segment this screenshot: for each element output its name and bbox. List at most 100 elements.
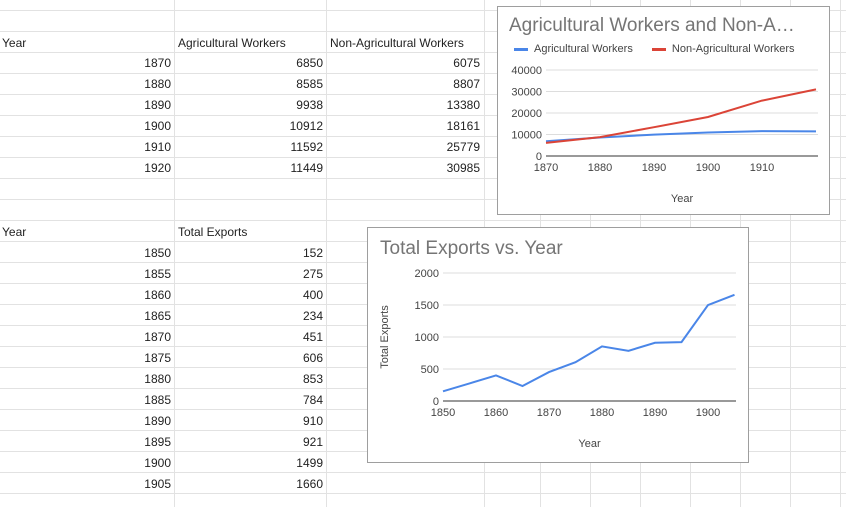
y-tick-label: 0 bbox=[433, 396, 439, 408]
table-cell[interactable]: 910 bbox=[302, 414, 323, 428]
header-year[interactable]: Year bbox=[2, 36, 27, 50]
y-tick-label: 30000 bbox=[511, 87, 542, 99]
table-cell[interactable]: 1900 bbox=[144, 456, 171, 470]
table-cell[interactable]: 9938 bbox=[296, 98, 323, 112]
table-cell[interactable]: 25779 bbox=[446, 140, 480, 154]
table-cell[interactable]: 451 bbox=[302, 330, 323, 344]
data-point[interactable] bbox=[651, 132, 657, 138]
table-cell[interactable]: 1660 bbox=[296, 477, 323, 491]
chart-exports[interactable]: Total Exports vs. Year 0 500 1000 1500 2000 1… bbox=[367, 227, 749, 463]
table-cell[interactable]: 10912 bbox=[289, 119, 323, 133]
data-point[interactable] bbox=[652, 340, 658, 346]
table-cell[interactable]: 18161 bbox=[446, 119, 480, 133]
series-line[interactable] bbox=[545, 88, 817, 144]
data-point[interactable] bbox=[599, 343, 605, 349]
data-point[interactable] bbox=[759, 98, 765, 104]
x-tick-label: 1910 bbox=[750, 162, 774, 174]
legend-label: Agricultural Workers bbox=[534, 43, 633, 55]
x-tick-label: 1870 bbox=[534, 162, 558, 174]
y-tick-label: 500 bbox=[421, 364, 439, 376]
table-cell[interactable]: 6075 bbox=[453, 56, 480, 70]
table-cell[interactable]: 1920 bbox=[144, 161, 171, 175]
y-tick-label: 10000 bbox=[511, 130, 542, 142]
table-cell[interactable]: 1880 bbox=[144, 372, 171, 386]
x-tick-label: 1870 bbox=[537, 407, 561, 419]
data-point[interactable] bbox=[651, 124, 657, 130]
table-cell[interactable]: 1890 bbox=[144, 414, 171, 428]
legend-swatch bbox=[651, 47, 666, 51]
x-tick-label: 1880 bbox=[588, 162, 612, 174]
table-cell[interactable]: 13380 bbox=[446, 98, 480, 112]
data-point[interactable] bbox=[546, 369, 552, 375]
header-year[interactable]: Year bbox=[2, 225, 27, 239]
chart-title: Agricultural Workers and Non-A… bbox=[509, 15, 795, 36]
series-line[interactable] bbox=[442, 293, 735, 393]
data-point[interactable] bbox=[732, 292, 738, 298]
data-point[interactable] bbox=[493, 372, 499, 378]
table-cell[interactable]: 1860 bbox=[144, 288, 171, 302]
y-tick-label: 1000 bbox=[415, 332, 439, 344]
x-tick-label: 1890 bbox=[642, 162, 666, 174]
y-tick-label: 20000 bbox=[511, 108, 542, 120]
table-cell[interactable]: 30985 bbox=[446, 161, 480, 175]
y-tick-label: 0 bbox=[536, 151, 542, 163]
table-cell[interactable]: 853 bbox=[302, 372, 323, 386]
y-tick-label: 1500 bbox=[415, 300, 439, 312]
table-cell[interactable]: 1880 bbox=[144, 77, 171, 91]
data-point[interactable] bbox=[543, 140, 549, 146]
data-point[interactable] bbox=[759, 128, 765, 134]
data-point[interactable] bbox=[626, 348, 632, 354]
y-axis-label: Total Exports bbox=[379, 305, 391, 369]
chart-workers[interactable]: Agricultural Workers and Non-A… Agricult… bbox=[497, 6, 830, 215]
table-cell[interactable]: 1870 bbox=[144, 56, 171, 70]
table-cell[interactable]: 275 bbox=[302, 267, 323, 281]
table-cell[interactable]: 1499 bbox=[296, 456, 323, 470]
table-cell[interactable]: 6850 bbox=[296, 56, 323, 70]
table-cell[interactable]: 1905 bbox=[144, 477, 171, 491]
table-cell[interactable]: 1890 bbox=[144, 98, 171, 112]
x-tick-label: 1860 bbox=[484, 407, 508, 419]
data-point[interactable] bbox=[440, 388, 446, 394]
chart-plot: 0 500 1000 1500 2000 1850 1860 1870 1880 1890 1900… bbox=[379, 268, 738, 450]
table-cell[interactable]: 8807 bbox=[453, 77, 480, 91]
table-cell[interactable]: 921 bbox=[302, 435, 323, 449]
data-point[interactable] bbox=[813, 86, 819, 92]
table-cell[interactable]: 1875 bbox=[144, 351, 171, 365]
table-cell[interactable]: 606 bbox=[302, 351, 323, 365]
header-non-agricultural-workers[interactable]: Non-Agricultural Workers bbox=[330, 36, 464, 50]
table-cell[interactable]: 234 bbox=[302, 309, 323, 323]
data-point[interactable] bbox=[467, 380, 473, 386]
table-cell[interactable]: 784 bbox=[302, 393, 323, 407]
table-cell[interactable]: 11449 bbox=[290, 161, 323, 175]
table-cell[interactable]: 152 bbox=[302, 246, 323, 260]
table-cell[interactable]: 1900 bbox=[144, 119, 171, 133]
header-total-exports[interactable]: Total Exports bbox=[178, 225, 248, 239]
series-line[interactable] bbox=[545, 130, 817, 143]
table-cell[interactable]: 8585 bbox=[296, 77, 323, 91]
legend-label: Non-Agricultural Workers bbox=[671, 43, 795, 55]
table-cell[interactable]: 1910 bbox=[144, 140, 171, 154]
table-cell[interactable]: 1895 bbox=[144, 435, 171, 449]
y-tick-label: 40000 bbox=[511, 65, 542, 77]
header-agricultural-workers[interactable]: Agricultural Workers bbox=[178, 36, 286, 50]
legend-item-agricultural: Agricultural Workers bbox=[514, 43, 633, 55]
chart-title: Total Exports vs. Year bbox=[380, 238, 563, 259]
data-point[interactable] bbox=[679, 339, 685, 345]
data-point[interactable] bbox=[705, 302, 711, 308]
table-cell[interactable]: 400 bbox=[302, 288, 323, 302]
data-point[interactable] bbox=[813, 128, 819, 134]
x-tick-label: 1850 bbox=[431, 407, 455, 419]
table-cell[interactable]: 1850 bbox=[144, 246, 171, 260]
data-point[interactable] bbox=[573, 359, 579, 365]
chart-legend: Agricultural Workers Non-Agricultural Wo… bbox=[514, 43, 811, 55]
table-cell[interactable]: 1885 bbox=[144, 393, 171, 407]
data-point[interactable] bbox=[520, 383, 526, 389]
data-point[interactable] bbox=[705, 114, 711, 120]
table-cell[interactable]: 11592 bbox=[290, 140, 323, 154]
data-point[interactable] bbox=[705, 130, 711, 136]
table-cell[interactable]: 1865 bbox=[144, 309, 171, 323]
table-cell[interactable]: 1855 bbox=[144, 267, 171, 281]
table-cell[interactable]: 1870 bbox=[144, 330, 171, 344]
data-point[interactable] bbox=[597, 134, 603, 140]
legend-swatch bbox=[514, 47, 528, 51]
